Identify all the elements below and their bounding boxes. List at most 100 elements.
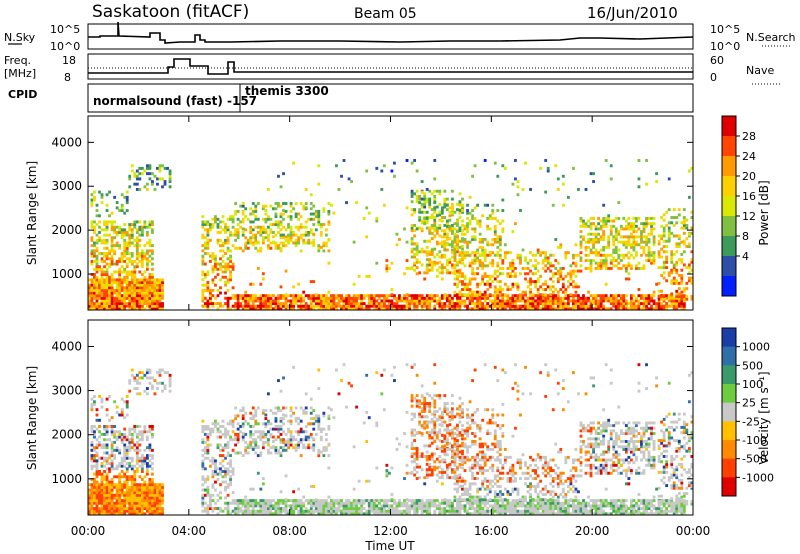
power-cell [319, 223, 323, 227]
velocity-cell [370, 499, 374, 503]
velocity-cell [110, 416, 114, 420]
velocity-cell [234, 499, 238, 503]
power-cell [662, 263, 666, 267]
power-cell [612, 296, 616, 300]
power-cell [206, 286, 210, 290]
velocity-cell [145, 430, 149, 434]
power-cell [259, 225, 263, 229]
power-cell [473, 230, 477, 234]
power-cell [145, 230, 149, 234]
power-cell [113, 236, 117, 240]
power-cell [687, 276, 691, 280]
velocity-cell [418, 507, 422, 511]
power-cell [113, 288, 117, 292]
power-cell [312, 299, 316, 303]
power-cell [153, 291, 157, 295]
power-cell [279, 304, 283, 308]
power-colorbar-segment [722, 136, 736, 157]
velocity-cell [151, 480, 154, 484]
power-cell [337, 304, 341, 308]
velocity-cell [345, 501, 348, 505]
power-cell [597, 299, 601, 303]
power-cell [249, 220, 253, 224]
power-cell [516, 307, 520, 311]
power-cell [607, 307, 611, 311]
power-cell [317, 296, 321, 300]
power-cell [214, 262, 217, 266]
power-cell [145, 288, 149, 292]
power-cell [597, 266, 601, 270]
power-cell [249, 225, 253, 229]
velocity-cell [398, 501, 401, 505]
velocity-cell [93, 472, 96, 476]
power-cell [458, 274, 462, 278]
velocity-cell [128, 379, 132, 383]
power-cell [619, 266, 623, 270]
power-cell [514, 222, 517, 226]
power-cell [224, 262, 227, 266]
beam-label: Beam 05 [354, 6, 417, 22]
power-cell [206, 302, 210, 306]
power-cell [592, 307, 595, 311]
velocity-cell [342, 504, 346, 508]
power-cell [231, 286, 235, 290]
power-cell [458, 200, 462, 204]
power-cell [662, 299, 666, 303]
power-cell [680, 294, 684, 298]
power-cell [224, 238, 227, 242]
velocity-cell [133, 509, 137, 513]
velocity-cell [420, 499, 424, 503]
velocity-cell [161, 485, 164, 489]
power-cell [415, 227, 419, 231]
power-cell [90, 252, 94, 255]
velocity-cell [133, 483, 137, 487]
power-cell [327, 249, 331, 253]
velocity-cell [214, 470, 217, 473]
power-cell [375, 261, 379, 265]
velocity-cell [234, 507, 238, 511]
power-cell [113, 230, 117, 234]
power-cell [135, 249, 139, 253]
power-cell [468, 280, 472, 284]
velocity-cell [125, 405, 129, 409]
power-cell [682, 289, 686, 293]
velocity-cell [115, 496, 119, 500]
power-cell [536, 304, 540, 308]
power-cell [118, 288, 122, 292]
velocity-cell [241, 499, 245, 503]
power-cell [125, 195, 129, 199]
power-cell [203, 283, 207, 287]
power-cell [680, 274, 684, 277]
power-cell [115, 299, 119, 303]
power-cell [524, 299, 527, 303]
power-cell [672, 279, 676, 283]
power-cell [415, 197, 419, 201]
power-cell [672, 304, 676, 308]
power-cell [594, 253, 598, 257]
velocity-cell [100, 485, 104, 489]
power-cell [229, 233, 232, 237]
power-cell [592, 294, 595, 298]
velocity-cell [201, 493, 205, 497]
power-cell [156, 182, 159, 186]
power-cell [145, 294, 149, 298]
power-cell [594, 227, 598, 231]
power-cell [216, 241, 220, 245]
power-cell [299, 296, 303, 300]
power-cell [110, 283, 114, 287]
power-cell [418, 250, 422, 254]
velocity-cell [385, 509, 389, 513]
velocity-cell [113, 485, 117, 489]
power-cell [627, 264, 631, 268]
power-cell [168, 172, 172, 176]
power-cell [670, 258, 674, 262]
velocity-cell [105, 475, 109, 479]
velocity-cell [123, 416, 127, 420]
power-cell [556, 177, 560, 181]
power-cell [672, 281, 676, 285]
power-cell [541, 296, 545, 300]
velocity-cell [130, 456, 134, 460]
power-cell [551, 299, 555, 303]
power-cell [231, 217, 235, 221]
power-cell [582, 304, 585, 308]
